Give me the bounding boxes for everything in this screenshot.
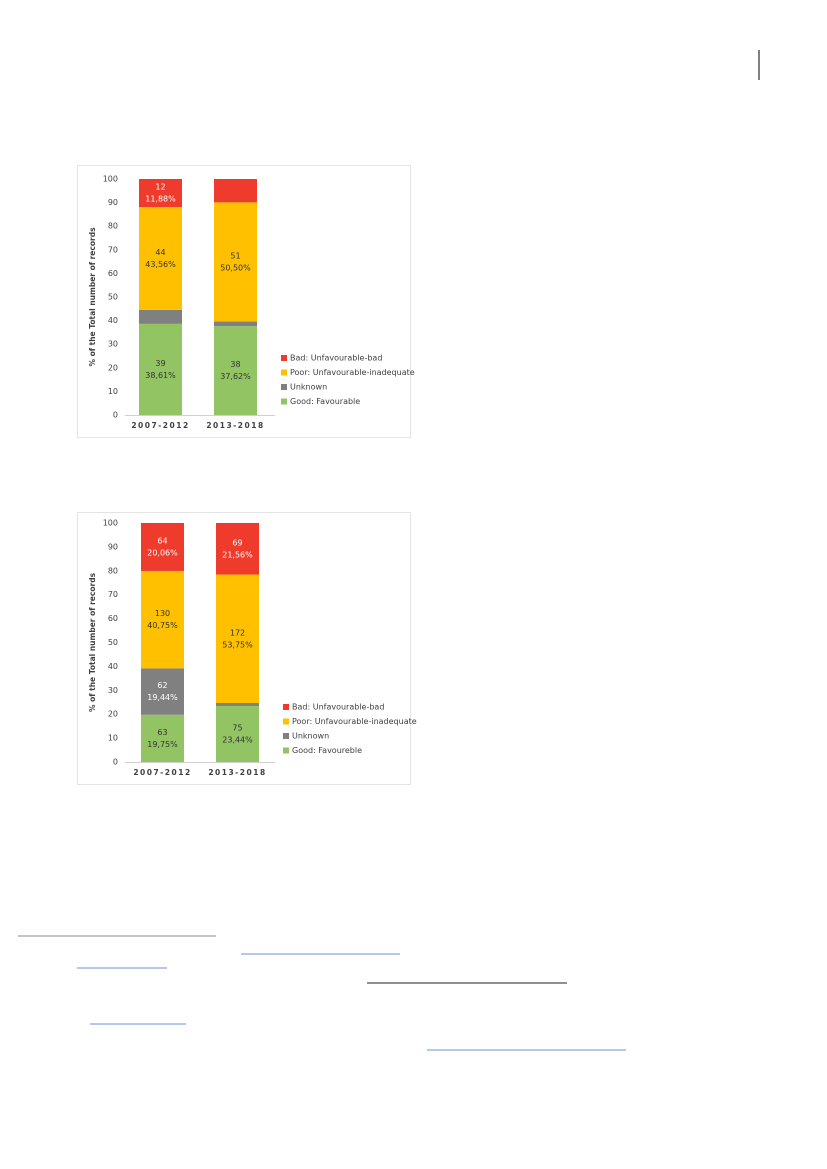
- y-tick-label: 70: [108, 590, 118, 599]
- data-label-percent: 19,75%: [147, 740, 178, 749]
- chart-frame: [77, 512, 411, 785]
- data-label-count: 44: [155, 248, 165, 257]
- data-label-percent: 20,06%: [147, 548, 178, 557]
- y-tick-label: 0: [113, 758, 118, 767]
- bar-segment: [141, 523, 184, 571]
- data-label-count: 63: [157, 728, 167, 737]
- data-label-count: 12: [155, 183, 165, 192]
- y-axis-label: % of the Total number of records: [88, 572, 97, 712]
- chart-frame: [77, 165, 411, 438]
- bar-segment: [214, 202, 257, 322]
- data-label-percent: 21,56%: [222, 550, 253, 559]
- bar-segment: [214, 179, 257, 203]
- y-tick-label: 10: [108, 387, 118, 396]
- y-tick-label: 50: [108, 638, 118, 647]
- x-tick-label: 2007-2012: [131, 421, 189, 430]
- data-label-percent: 19,44%: [147, 693, 178, 702]
- y-tick-label: 100: [103, 175, 118, 184]
- data-label-count: 62: [157, 681, 167, 690]
- data-label-count: 51: [230, 251, 240, 260]
- y-tick-label: 40: [108, 316, 118, 325]
- y-tick-label: 30: [108, 686, 118, 695]
- y-tick-label: 100: [103, 519, 118, 528]
- y-tick-label: 90: [108, 198, 118, 207]
- y-tick-label: 20: [108, 710, 118, 719]
- legend-swatch: [283, 704, 289, 710]
- bar-segment: [139, 309, 182, 324]
- legend-label: Poor: Unfavourable-inadequate: [292, 717, 417, 726]
- y-tick-label: 60: [108, 269, 118, 278]
- legend-label: Bad: Unfavourable-bad: [292, 703, 384, 712]
- y-tick-label: 60: [108, 614, 118, 623]
- y-tick-label: 80: [108, 222, 118, 231]
- bar-segment: [216, 574, 259, 703]
- legend-swatch: [281, 355, 287, 361]
- data-label-percent: 38,61%: [145, 371, 176, 380]
- data-label-percent: 37,62%: [220, 372, 251, 381]
- y-axis-label: % of the Total number of records: [88, 227, 97, 367]
- x-tick-label: 2007-2012: [133, 768, 191, 777]
- legend-swatch: [283, 733, 289, 739]
- legend-label: Poor: Unfavourable-inadequate: [290, 368, 415, 377]
- data-label-percent: 43,56%: [145, 260, 176, 269]
- bar-segment: [141, 668, 184, 715]
- bar-segment: [214, 326, 257, 415]
- x-tick-label: 2013-2018: [206, 421, 264, 430]
- legend-label: Bad: Unfavourable-bad: [290, 354, 382, 363]
- data-label-percent: 50,50%: [220, 263, 251, 272]
- data-label-count: 64: [157, 536, 167, 545]
- bar-segment: [141, 714, 184, 762]
- data-label-percent: 53,75%: [222, 640, 253, 649]
- y-tick-label: 10: [108, 734, 118, 743]
- bar-segment: [216, 523, 259, 575]
- y-tick-label: 40: [108, 662, 118, 671]
- legend-label: Good: Favoureble: [292, 746, 362, 755]
- bar-segment: [139, 207, 182, 310]
- data-label-count: 75: [232, 723, 242, 732]
- legend-swatch: [281, 384, 287, 390]
- y-tick-label: 80: [108, 566, 118, 575]
- x-tick-label: 2013-2018: [208, 768, 266, 777]
- bar-segment: [139, 323, 182, 415]
- bar-segment: [141, 570, 184, 669]
- y-tick-label: 0: [113, 411, 118, 420]
- legend-label: Unknown: [290, 383, 327, 392]
- data-label-count: 38: [230, 360, 240, 369]
- data-label-count: 39: [155, 359, 165, 368]
- data-label-percent: 23,44%: [222, 735, 253, 744]
- bar-segment: [216, 702, 259, 706]
- y-tick-label: 20: [108, 363, 118, 372]
- data-label-count: 69: [232, 538, 242, 547]
- y-tick-label: 90: [108, 542, 118, 551]
- legend-swatch: [283, 718, 289, 725]
- legend-label: Good: Favourable: [290, 397, 360, 406]
- legend-label: Unknown: [292, 732, 329, 741]
- y-tick-label: 70: [108, 245, 118, 254]
- legend-swatch: [283, 747, 289, 754]
- y-tick-label: 50: [108, 293, 118, 302]
- data-label-count: 172: [230, 628, 245, 637]
- data-label-count: 130: [155, 609, 170, 618]
- legend-swatch: [281, 369, 287, 376]
- bar-segment: [214, 321, 257, 327]
- bar-segment: [139, 179, 182, 208]
- data-label-percent: 11,88%: [145, 195, 176, 204]
- y-tick-label: 30: [108, 340, 118, 349]
- bar-segment: [216, 705, 259, 762]
- data-label-percent: 40,75%: [147, 621, 178, 630]
- legend-swatch: [281, 398, 287, 405]
